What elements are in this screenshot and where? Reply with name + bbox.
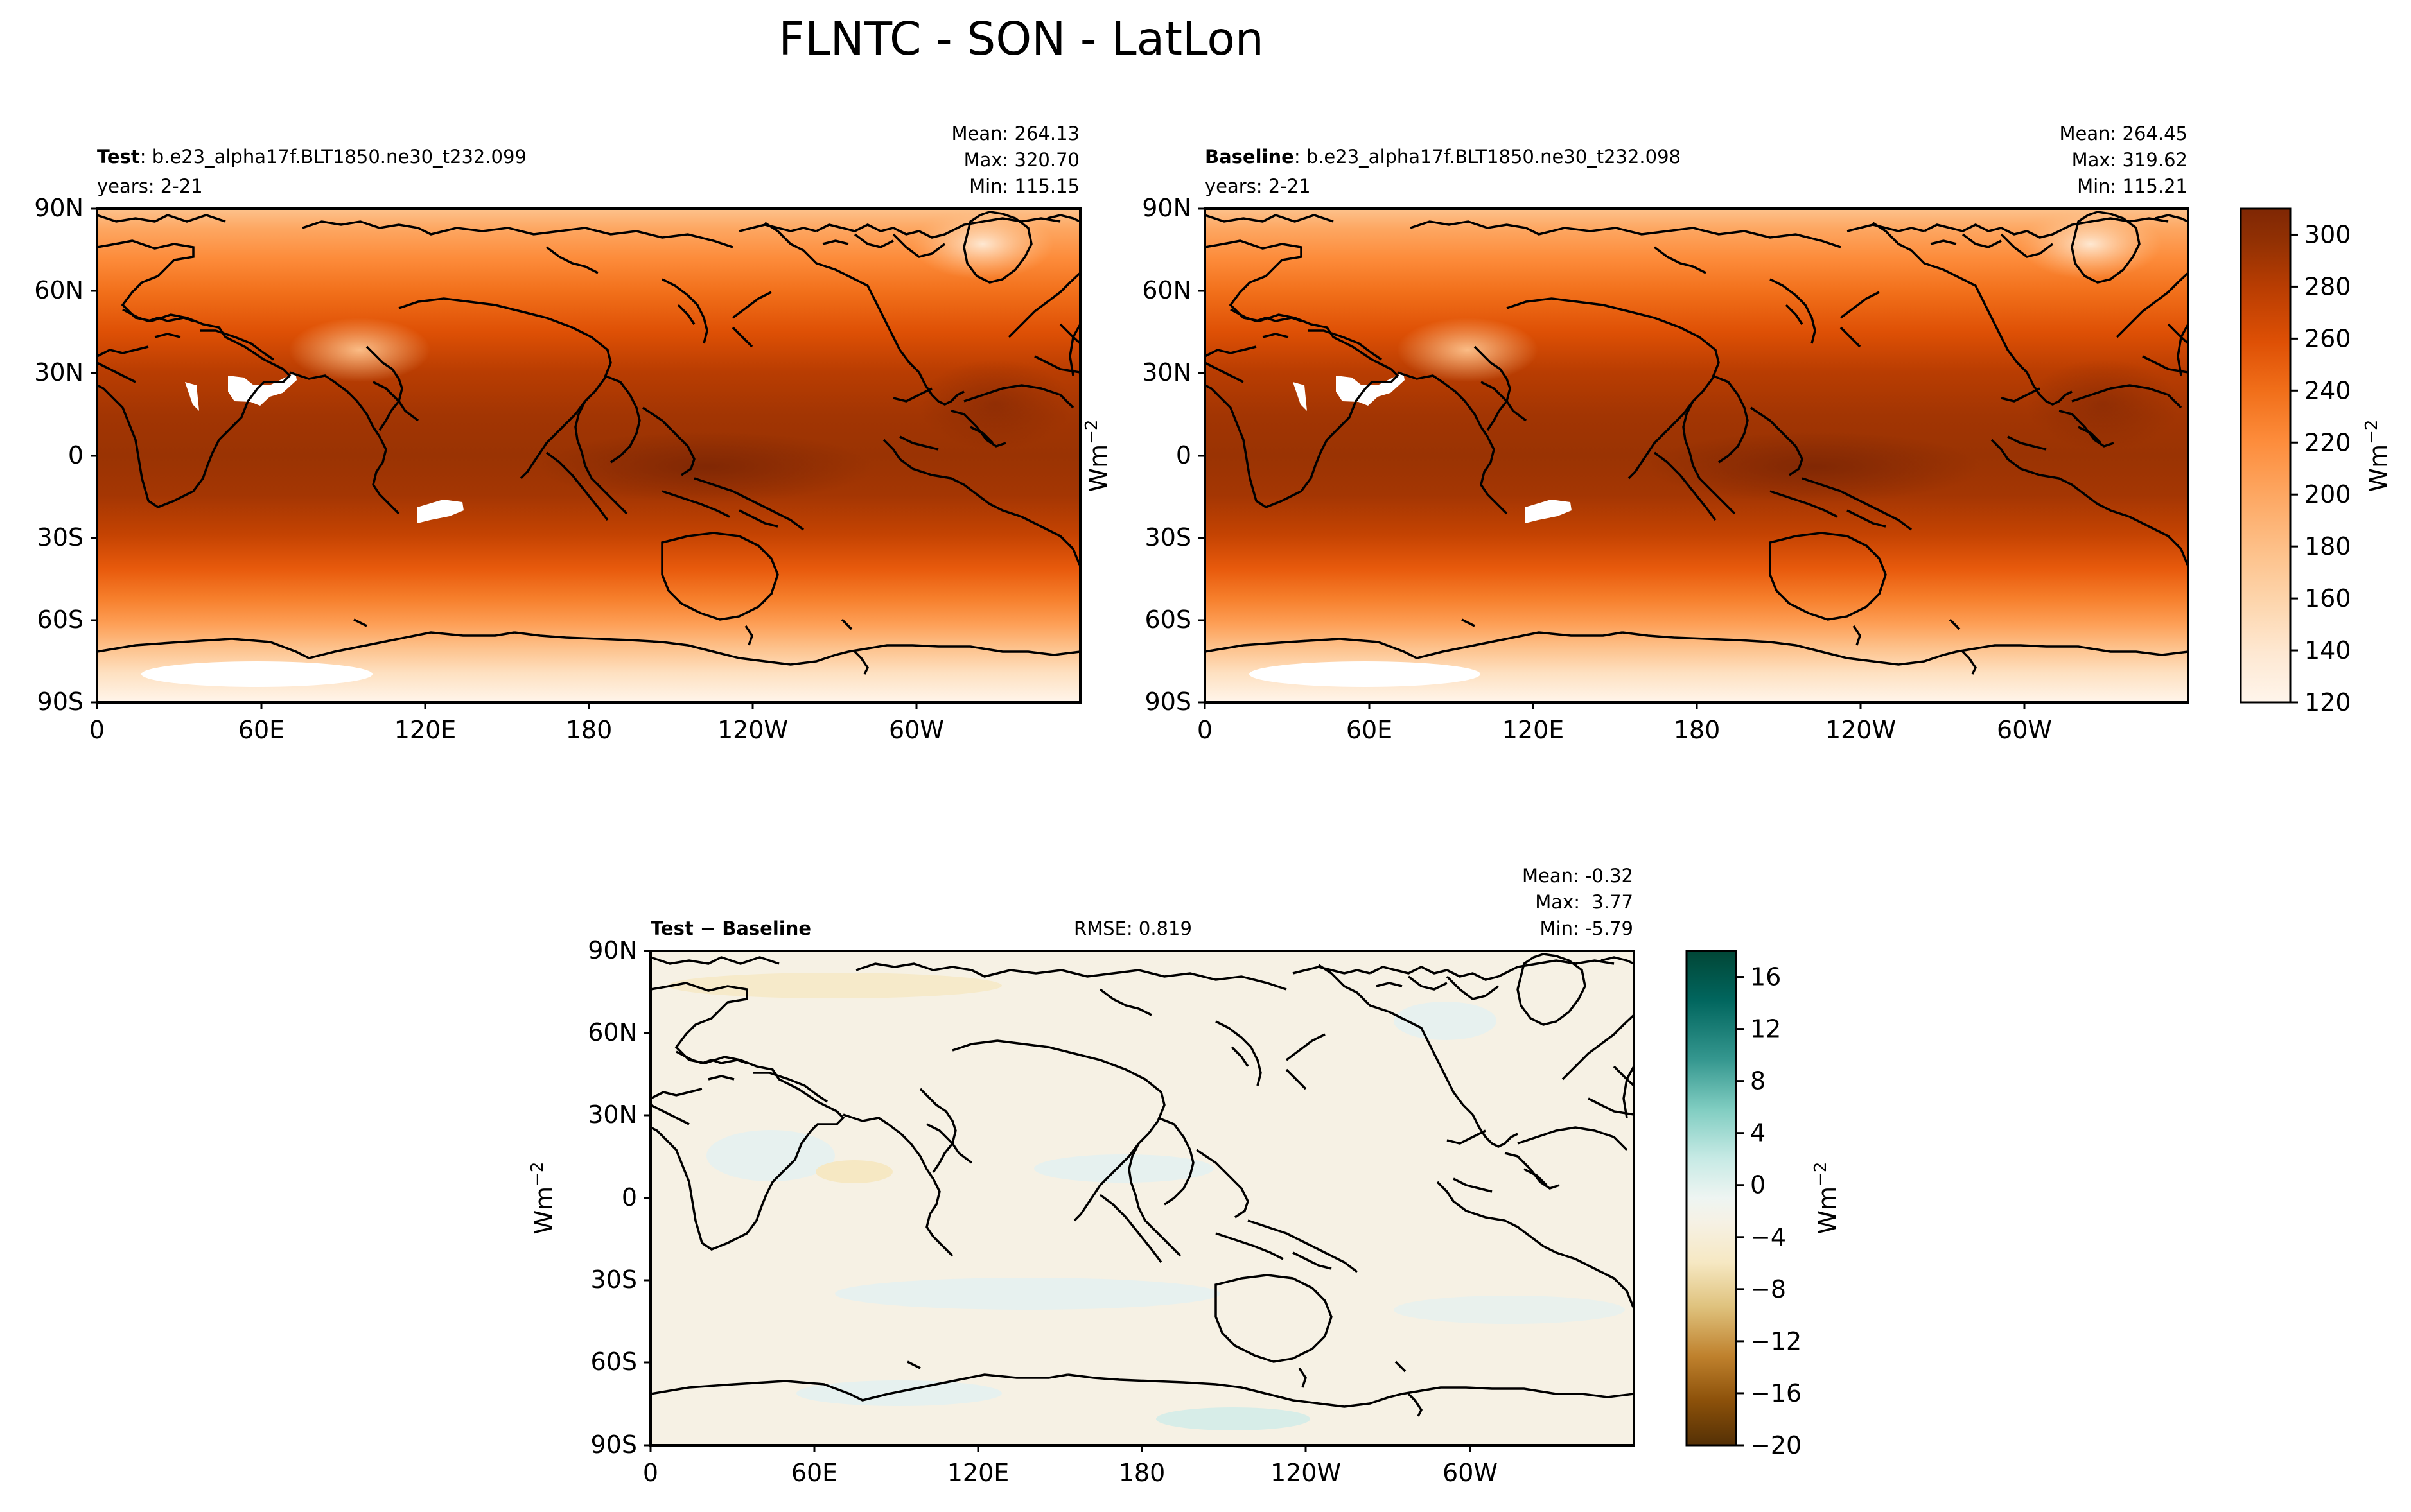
test-x-axis: 0 60E 120E 180 120W 60W (89, 702, 944, 744)
x-tick-label: 60E (1346, 716, 1392, 744)
x-tick-label: 0 (89, 716, 105, 744)
difference-stat-min: Min: -5.79 (1540, 917, 1633, 939)
x-tick-label: 60W (1442, 1459, 1498, 1487)
colorbar-tick-label: 12 (1750, 1015, 1781, 1043)
y-tick-label: 60S (37, 605, 83, 634)
colorbar-tick-label: 120 (2304, 688, 2351, 717)
difference-label: Test − Baseline (651, 917, 811, 939)
x-tick-label: 120W (1825, 716, 1896, 744)
x-tick-label: 60W (1997, 716, 2052, 744)
test-label: Test: b.e23_alpha17f.BLT1850.ne30_t232.0… (97, 146, 527, 168)
colorbar-tick-label: 0 (1750, 1171, 1766, 1199)
colorbar-tick-label: −12 (1750, 1327, 1802, 1355)
test-years: years: 2-21 (97, 175, 203, 197)
colorbar-bottom-ramp (1685, 950, 1737, 1447)
x-tick-label: 0 (1197, 716, 1213, 744)
baseline-years: years: 2-21 (1205, 175, 1311, 197)
difference-map (651, 951, 1634, 1445)
y-tick-label: 30S (1145, 523, 1191, 552)
difference-unit-label: Wm−2 (528, 1162, 558, 1235)
colorbar-bottom-label: Wm−2 (1811, 1162, 1841, 1235)
difference-x-axis: 0 60E 120E 180 120W 60W (643, 1445, 1498, 1487)
figure-title: FLNTC - SON - LatLon (778, 12, 1264, 65)
colorbar-tick-label: 300 (2304, 220, 2351, 248)
y-tick-label: 60S (591, 1348, 637, 1376)
baseline-map (1205, 209, 2188, 702)
y-tick-label: 30N (588, 1100, 637, 1129)
colorbar-tick-label: −16 (1750, 1379, 1802, 1407)
test-stat-max: Max: 320.70 (964, 149, 1080, 171)
x-tick-label: 180 (1119, 1459, 1166, 1487)
y-tick-label: 90S (1145, 688, 1191, 716)
x-tick-label: 120E (394, 716, 457, 744)
y-tick-label: 0 (622, 1183, 637, 1212)
colorbar-tick-label: 240 (2304, 376, 2351, 404)
colorbar-bottom: 16 12 8 4 0 −4 −8 −12 −16 −20 Wm−2 (1685, 950, 1841, 1459)
colorbar-tick-label: 200 (2304, 480, 2351, 508)
colorbar-tick-label: 220 (2304, 428, 2351, 456)
test-stat-min: Min: 115.15 (969, 175, 1080, 197)
baseline-x-axis: 0 60E 120E 180 120W 60W (1197, 702, 2052, 744)
y-tick-label: 60N (588, 1018, 637, 1047)
difference-stat-max: Max: 3.77 (1535, 891, 1633, 913)
test-panel: Test: b.e23_alpha17f.BLT1850.ne30_t232.0… (34, 123, 1082, 744)
colorbar-tick-label: −4 (1750, 1223, 1786, 1251)
colorbar-tick-label: 8 (1750, 1067, 1766, 1095)
baseline-panel: Baseline: b.e23_alpha17f.BLT1850.ne30_t2… (1082, 123, 2189, 744)
colorbar-top-label: Wm−2 (2362, 420, 2392, 492)
colorbar-tick-label: 140 (2304, 636, 2351, 665)
x-tick-label: 60W (889, 716, 944, 744)
x-tick-label: 0 (643, 1459, 658, 1487)
difference-panel: Test − Baseline RMSE: 0.819 Mean: -0.32 … (528, 865, 1635, 1487)
colorbar-tick-label: −20 (1750, 1431, 1802, 1459)
y-tick-label: 30N (1142, 358, 1191, 387)
baseline-y-axis: 90N 60N 30N 0 30S 60S 90S (1142, 194, 1205, 716)
baseline-label: Baseline: b.e23_alpha17f.BLT1850.ne30_t2… (1205, 146, 1681, 168)
y-tick-label: 60N (1142, 276, 1191, 304)
baseline-stat-min: Min: 115.21 (2077, 175, 2187, 197)
y-tick-label: 90S (37, 688, 83, 716)
y-tick-label: 90S (591, 1430, 637, 1459)
colorbar-tick-label: 280 (2304, 272, 2351, 300)
x-tick-label: 120W (1270, 1459, 1341, 1487)
y-tick-label: 90N (588, 936, 637, 964)
difference-y-axis: 90N 60N 30N 0 30S 60S 90S (588, 936, 651, 1459)
colorbar-tick-label: 260 (2304, 324, 2351, 352)
colorbar-tick-label: 160 (2304, 584, 2351, 613)
colorbar-tick-label: 180 (2304, 532, 2351, 560)
test-map (97, 209, 1080, 702)
x-tick-label: 120W (717, 716, 788, 744)
y-tick-label: 90N (34, 194, 83, 222)
baseline-stat-mean: Mean: 264.45 (2060, 123, 2187, 144)
y-tick-label: 30S (37, 523, 83, 552)
x-tick-label: 120E (947, 1459, 1010, 1487)
y-tick-label: 90N (1142, 194, 1191, 222)
x-tick-label: 120E (1502, 716, 1565, 744)
baseline-stat-max: Max: 319.62 (2072, 149, 2187, 171)
colorbar-tick-label: 16 (1750, 963, 1781, 991)
colorbar-tick-label: −8 (1750, 1275, 1786, 1303)
colorbar-tick-label: 4 (1750, 1119, 1766, 1147)
y-tick-label: 60N (34, 276, 83, 304)
y-tick-label: 0 (1176, 441, 1191, 469)
x-tick-label: 180 (1674, 716, 1721, 744)
x-tick-label: 180 (566, 716, 613, 744)
colorbar-top: 120 140 160 180 200 220 240 260 280 300 Wm−2 (2240, 207, 2392, 717)
difference-stat-mean: Mean: -0.32 (1522, 865, 1633, 887)
x-tick-label: 60E (791, 1459, 837, 1487)
test-y-axis: 90N 60N 30N 0 30S 60S 90S (34, 194, 97, 716)
test-baseline-unit-label: Wm−2 (1082, 420, 1112, 492)
y-tick-label: 0 (68, 441, 83, 469)
x-tick-label: 60E (238, 716, 285, 744)
y-tick-label: 30N (34, 358, 83, 387)
test-stat-mean: Mean: 264.13 (952, 123, 1080, 144)
difference-rmse: RMSE: 0.819 (1074, 917, 1192, 939)
colorbar-top-ramp (2240, 207, 2292, 704)
y-tick-label: 60S (1145, 605, 1191, 634)
y-tick-label: 30S (591, 1265, 637, 1294)
